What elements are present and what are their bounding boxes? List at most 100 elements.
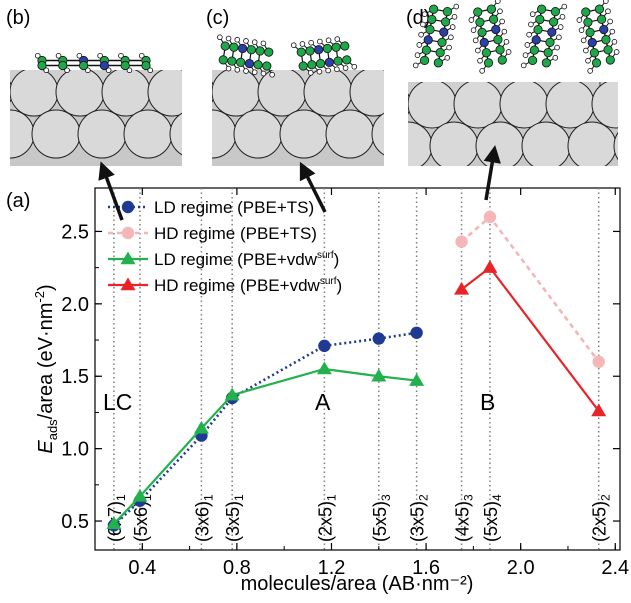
- atom: [408, 121, 433, 166]
- series-ld_ts: [107, 326, 423, 532]
- hydrogen-atom: [477, 57, 483, 64]
- point-hd_vdw-0: [454, 281, 470, 295]
- legend-marker-ld_vdw: [120, 251, 136, 265]
- hydrogen-atom: [495, 0, 501, 4]
- legend-label-hd_ts: HD regime (PBE+TS): [154, 224, 317, 243]
- structure-label-3: (3x5)1: [223, 494, 246, 542]
- carbon-atom: [545, 37, 555, 47]
- hydrogen-atom: [607, 18, 613, 25]
- carbon-atom: [537, 4, 547, 14]
- carbon-atom: [585, 27, 595, 37]
- legend-marker-hd_ts: [121, 226, 135, 240]
- carbon-atom: [543, 47, 553, 58]
- inset-panel-c: [212, 34, 384, 166]
- hydrogen-atom: [557, 24, 564, 30]
- hydrogen-atom: [290, 42, 297, 49]
- atom: [10, 70, 59, 117]
- atom: [169, 112, 182, 156]
- atom: [77, 109, 127, 159]
- hydrogen-atom: [325, 67, 331, 74]
- atom: [123, 109, 173, 159]
- region-label-b: B: [480, 389, 495, 415]
- region-label-a: A: [315, 389, 331, 415]
- hydrogen-atom: [556, 34, 562, 41]
- nitrogen-atom: [314, 45, 324, 55]
- hydrogen-atom: [85, 67, 91, 74]
- legend-marker-ld_ts: [121, 200, 135, 214]
- carbon-atom: [342, 55, 352, 65]
- carbon-atom: [597, 14, 607, 24]
- substrate: [408, 82, 618, 166]
- nitrogen-atom: [479, 37, 489, 48]
- region-label-lc: LC: [103, 389, 132, 415]
- atom: [545, 82, 595, 129]
- carbon-atom: [541, 58, 551, 68]
- panel-label-b: (b): [6, 7, 30, 29]
- arrow-c: [299, 161, 327, 213]
- structure-label-8: (5x5)4: [481, 494, 504, 542]
- hydrogen-atom: [552, 54, 559, 61]
- hydrogen-atom: [234, 36, 241, 43]
- point-ld_vdw-6: [409, 373, 425, 386]
- panel-label-a: (a): [6, 190, 30, 212]
- carbon-atom: [255, 46, 265, 56]
- hydrogen-atom: [118, 52, 124, 59]
- nitrogen-atom: [244, 58, 254, 69]
- hydrogen-atom: [505, 49, 512, 55]
- carbon-atom: [486, 4, 497, 14]
- atom: [591, 82, 618, 129]
- nitrogen-atom: [491, 24, 501, 35]
- hydrogen-atom: [342, 65, 349, 71]
- point-ld_ts-6: [410, 326, 423, 339]
- atom: [31, 109, 81, 159]
- legend-label-ld_ts: LD regime (PBE+TS): [154, 198, 314, 217]
- carbon-atom: [533, 25, 543, 35]
- hydrogen-atom: [522, 52, 529, 58]
- hydrogen-atom: [416, 42, 423, 48]
- structure-label-0: (6x7)1: [105, 494, 128, 542]
- carbon-atom: [425, 25, 435, 35]
- hydrogen-atom: [528, 21, 534, 28]
- atom: [279, 109, 329, 159]
- molecule-tilted-1: [217, 34, 275, 78]
- series-hd_ts: [455, 210, 605, 368]
- hydrogen-atom: [451, 14, 458, 20]
- carbon-atom: [79, 60, 89, 71]
- hydrogen-atom: [269, 71, 275, 78]
- carbon-atom: [296, 47, 306, 57]
- point-ld_vdw-4: [316, 361, 332, 375]
- hydrogen-atom: [497, 8, 503, 15]
- x-tick-label-5: 2.4: [601, 557, 629, 579]
- carbon-atom: [220, 41, 230, 51]
- carbon-atom: [549, 17, 559, 27]
- y-tick-label-0: 0.5: [61, 511, 89, 533]
- atom: [499, 82, 549, 129]
- x-tick-label-2: 1.2: [318, 557, 346, 579]
- series-group: [106, 210, 607, 532]
- carbon-atom: [316, 58, 326, 69]
- carbon-atom: [37, 60, 47, 71]
- atom: [0, 52, 2, 92]
- molecule-upright-0: [412, 3, 460, 69]
- carbon-atom: [529, 45, 539, 55]
- inset-panel-d: [408, 0, 620, 166]
- molecule-upright-2: [520, 3, 568, 69]
- nitrogen-atom: [99, 60, 109, 71]
- y-tick-label-2: 1.5: [61, 366, 89, 388]
- nitrogen-atom: [238, 43, 248, 54]
- hydrogen-atom: [217, 34, 223, 41]
- hydrogen-atom: [475, 47, 481, 54]
- hydrogen-atom: [585, 57, 591, 64]
- carbon-atom: [264, 47, 274, 57]
- hydrogen-atom: [472, 37, 479, 44]
- hydrogen-atom: [520, 62, 527, 69]
- structure-label-4: (2x5)1: [315, 494, 338, 542]
- structure-label-5: (5x5)3: [370, 494, 393, 542]
- structure-label-7: (4x5)3: [453, 494, 476, 542]
- plot-frame: [94, 187, 621, 551]
- hydrogen-atom: [421, 11, 428, 18]
- atom: [325, 109, 375, 159]
- molecule-upright-1: [468, 0, 512, 74]
- point-hd_vdw-2: [591, 403, 607, 417]
- y-tick-label-4: 2.5: [61, 221, 89, 243]
